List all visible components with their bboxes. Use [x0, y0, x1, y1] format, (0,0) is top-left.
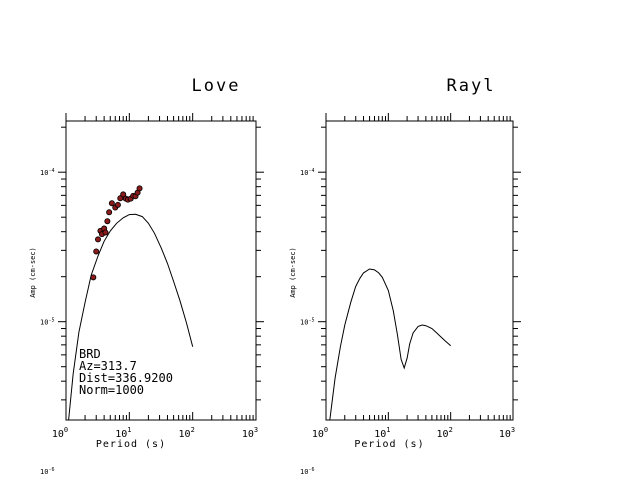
station-annotation: BRD — [79, 347, 101, 361]
observed-point — [104, 218, 111, 225]
observed-point — [120, 191, 127, 198]
x-tick-label: 101 — [374, 426, 390, 440]
station-annotation: Dist=336.9200 — [79, 371, 173, 385]
plot-frame — [65, 120, 257, 421]
love-panel: 100 101 102 103 10-4 10-5 10-6 Love Period (s) Am… — [29, 76, 264, 476]
y-tick-label: 10-6 — [300, 467, 314, 476]
observed-point — [114, 201, 121, 208]
x-tick-label: 100 — [52, 426, 68, 440]
y-tick-label: 10-5 — [40, 318, 54, 327]
observed-point — [93, 248, 100, 255]
panel-title: Love — [192, 76, 241, 96]
panel-title: Rayl — [447, 76, 496, 96]
x-tick-label: 102 — [179, 426, 195, 440]
x-tick-label: 100 — [312, 426, 328, 440]
y-tick-label: 10-4 — [300, 168, 314, 177]
observed-point — [106, 209, 113, 216]
observed-point — [136, 185, 143, 192]
rayleigh-panel: 100 101 102 103 10-4 10-5 10-6 Rayl Period (s) Am… — [289, 76, 521, 476]
y-axis-label: Amp (cm-sec) — [29, 247, 37, 298]
observed-point — [90, 274, 97, 281]
x-tick-label: 101 — [115, 426, 131, 440]
station-annotation: Norm=1000 — [79, 383, 144, 397]
y-tick-label: 10-4 — [40, 168, 54, 177]
observed-point — [108, 200, 115, 207]
y-tick-label: 10-5 — [300, 318, 314, 327]
observed-point — [94, 236, 101, 243]
y-tick-label: 10-6 — [40, 467, 54, 476]
x-tick-label: 102 — [437, 426, 453, 440]
plot-frame — [325, 120, 514, 421]
x-tick-label: 103 — [499, 426, 515, 440]
model-curve — [329, 268, 452, 421]
station-annotation: Az=313.7 — [79, 359, 137, 373]
x-axis-label: Period (s) — [96, 439, 166, 450]
y-axis-label: Amp (cm-sec) — [289, 247, 297, 298]
observed-point — [102, 229, 109, 236]
model-curve — [68, 213, 194, 421]
x-tick-label: 103 — [242, 426, 258, 440]
x-axis-label: Period (s) — [354, 439, 424, 450]
